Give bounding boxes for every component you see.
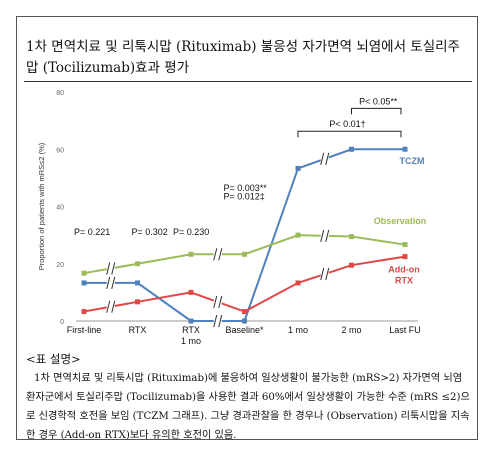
series-labels: TCZM Observation Add-on RTX <box>374 156 427 285</box>
series-points <box>81 146 408 324</box>
data-point <box>402 254 408 260</box>
axis-break-mark <box>111 300 116 313</box>
data-point <box>135 261 140 267</box>
data-point <box>81 309 87 315</box>
figure-frame <box>16 16 478 440</box>
axis-break-gap <box>106 299 115 314</box>
data-point <box>242 318 247 324</box>
p-value-label: P= 0.003** <box>224 183 268 193</box>
y-tick-label: 60 <box>56 147 64 154</box>
data-point <box>135 280 140 286</box>
figure-title: 1차 면역치료 및 리툭시맙 (Rituximab) 불응성 자가면역 뇌염에서… <box>26 39 460 76</box>
data-point <box>295 165 301 171</box>
axis-breaks <box>106 151 330 328</box>
data-point <box>81 280 87 286</box>
data-point <box>349 234 354 240</box>
data-point <box>402 242 408 248</box>
y-tick-label: 80 <box>56 90 64 97</box>
axis-break-mark <box>325 152 330 165</box>
y-tick-labels: 0 20 40 60 80 <box>56 90 64 326</box>
x-tick-label: Baseline* <box>225 325 264 335</box>
data-point <box>295 280 301 286</box>
axis-break-gap <box>106 275 115 290</box>
x-tick-labels: First-line RTX RTX 1 mo Baseline* 1 mo 2 mo Las… <box>67 325 421 346</box>
data-point <box>242 251 247 257</box>
p-value-label: P= 0.221 <box>74 227 110 237</box>
axis-break-gap <box>320 228 329 243</box>
axis-break-mark <box>320 267 325 281</box>
y-axis-label: Proportion of patients with mRS≤2 (%) <box>37 142 46 270</box>
y-tick-label: 20 <box>56 262 64 269</box>
data-point <box>188 318 194 324</box>
y-tick-label: 0 <box>60 319 64 326</box>
axis-break-mark <box>106 276 111 290</box>
data-point <box>295 232 301 238</box>
line-chart: Proportion of patients with mRS≤2 (%) 0 2… <box>37 90 427 346</box>
x-tick-label: 2 mo <box>341 325 361 335</box>
axis-break-mark <box>213 314 218 328</box>
axis-break-mark <box>325 267 330 281</box>
significance-bracket <box>351 107 402 115</box>
significance-label: P< 0.01† <box>329 119 365 129</box>
data-point <box>81 270 87 276</box>
axis-break-mark <box>320 152 325 165</box>
p-value-label: P= 0.012‡ <box>224 191 265 201</box>
axis-break-gap <box>213 247 222 262</box>
title-divider <box>24 81 472 82</box>
axis-break-mark <box>213 248 218 261</box>
axis-break-mark <box>111 262 116 275</box>
axis-break-mark <box>106 300 111 313</box>
axis-break-gap <box>213 314 222 328</box>
data-point <box>188 289 194 295</box>
data-point <box>242 309 247 315</box>
data-point <box>349 262 354 268</box>
x-tick-label: Last FU <box>389 325 421 335</box>
data-point <box>349 146 354 152</box>
x-tick-label: First-line <box>67 325 102 335</box>
caption-body: 1차 면역치료 및 리툭시맙 (Rituximab)에 불응하여 일상생활이 불… <box>26 373 470 441</box>
axis-break-gap <box>320 267 329 282</box>
annotations: P= 0.221 P= 0.302 P= 0.230 P= 0.003**P= 0.0… <box>74 96 402 237</box>
series-label: TCZM <box>400 156 425 166</box>
series-label: Observation <box>374 216 427 226</box>
data-point <box>402 146 408 152</box>
x-tick-label: 1 mo <box>288 325 308 335</box>
axis-break-mark <box>218 314 223 328</box>
y-tick-label: 40 <box>56 205 64 212</box>
series-label: Add-on RTX <box>388 264 420 285</box>
axis-break-gap <box>320 151 329 166</box>
axis-break-mark <box>111 276 116 290</box>
x-tick-label: RTX 1 mo <box>181 325 201 346</box>
axis-break-mark <box>325 229 330 242</box>
axis-break-mark <box>106 262 111 275</box>
significance-label: P< 0.05** <box>359 96 398 106</box>
significance-bracket <box>297 130 402 138</box>
axis-break-gap <box>106 261 115 276</box>
axis-break-mark <box>320 229 325 242</box>
axis-break-gap <box>213 294 222 309</box>
caption-heading: <표 설명> <box>26 352 81 366</box>
axis-break-mark <box>218 248 223 261</box>
data-point <box>188 251 194 257</box>
axis-break-mark <box>218 295 223 309</box>
p-value-label: P= 0.230 <box>173 227 209 237</box>
axis-break-mark <box>213 295 218 309</box>
x-tick-label: RTX <box>129 325 147 335</box>
p-value-label: P= 0.302 <box>132 227 168 237</box>
data-point <box>135 299 140 305</box>
